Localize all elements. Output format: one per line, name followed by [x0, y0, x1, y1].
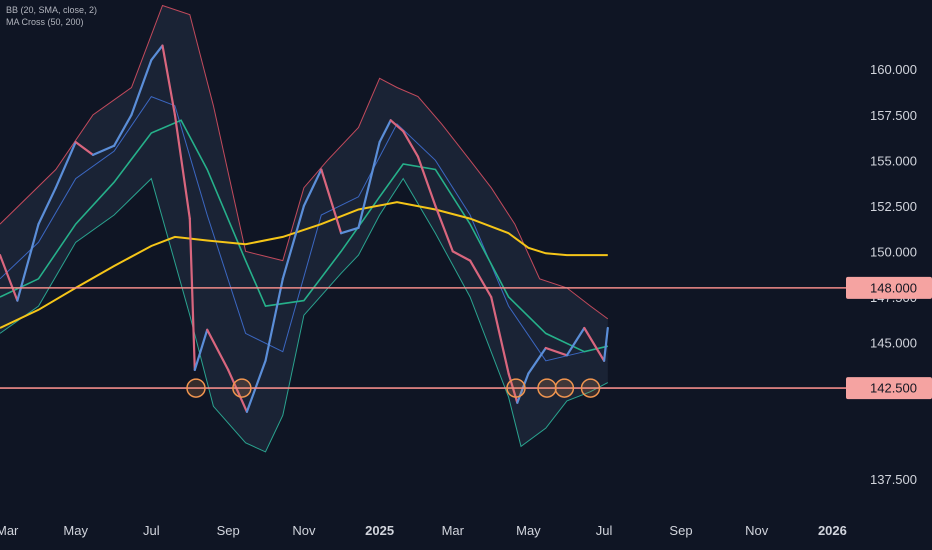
x-tick-label: Mar [442, 523, 465, 538]
y-tick-label: 157.500 [870, 108, 917, 123]
price-segment [602, 326, 609, 362]
price-segment [264, 277, 284, 362]
x-tick-label: Sep [669, 523, 692, 538]
price-segment [389, 119, 405, 133]
price-segment [302, 168, 323, 207]
price-segment [74, 141, 95, 156]
price-segment [416, 155, 437, 207]
price-segment [469, 259, 493, 299]
x-tick-label: May [63, 523, 88, 538]
price-segment [340, 226, 360, 235]
price-level-badges: 148.000 142.500 [846, 276, 932, 400]
horizontal-levels-layer[interactable] [0, 287, 846, 389]
support-touch-marker [580, 378, 601, 398]
level-price-label: 142.500 [870, 381, 917, 396]
y-tick-label: 160.000 [870, 62, 917, 77]
y-tick-label: 145.000 [870, 336, 917, 351]
x-tick-label: Mar [0, 523, 19, 538]
price-segment [281, 204, 305, 280]
x-tick-label: Nov [292, 523, 316, 538]
bollinger-bands-legend[interactable]: BB (20, SMA, close, 2) [6, 5, 98, 15]
ma-cross-legend[interactable]: MA Cross (50, 200) [6, 17, 84, 27]
price-segment [161, 44, 176, 116]
price-segment [320, 168, 343, 235]
x-tick-label: Nov [745, 523, 769, 538]
price-segment [583, 326, 606, 362]
support-touch-markers-layer [186, 378, 601, 398]
x-tick-label: Jul [143, 523, 160, 538]
support-touch-marker [537, 378, 557, 398]
bollinger-band-lines-layer [0, 4, 609, 453]
price-segment [91, 144, 116, 156]
price-segment [112, 113, 133, 147]
moving-average-layer [0, 119, 608, 353]
price-segment [173, 113, 191, 220]
price-segment [357, 141, 381, 229]
bb-basis-line [0, 95, 608, 362]
price-segment [54, 141, 77, 189]
level-price-badge [846, 276, 932, 299]
price-segment [565, 326, 586, 357]
y-tick-label: 155.000 [870, 153, 917, 168]
ma200-line [0, 201, 608, 329]
x-tick-label: Jul [596, 523, 613, 538]
x-tick-label: 2026 [818, 523, 847, 538]
x-axis[interactable]: Mar May Jul Sep Nov 2025 Mar May Jul Sep Nov 2026 [0, 523, 847, 538]
y-tick-label: 150.000 [870, 244, 917, 259]
support-touch-marker [186, 378, 206, 398]
support-touch-marker [506, 378, 526, 398]
x-tick-label: 2025 [365, 523, 394, 538]
price-segment [490, 295, 510, 375]
x-tick-label: May [516, 523, 541, 538]
ma50-line [0, 119, 608, 353]
support-touch-marker [554, 378, 575, 398]
price-segment [378, 119, 392, 144]
price-segment [37, 186, 57, 226]
x-tick-label: Sep [217, 523, 240, 538]
bollinger-band-fill-layer [0, 5, 608, 452]
price-segment [527, 346, 547, 375]
price-segment [451, 250, 472, 262]
price-segment [193, 328, 209, 371]
y-tick-label: 137.500 [870, 472, 917, 487]
price-segment [188, 217, 196, 371]
price-segment [544, 346, 569, 357]
price-segment [245, 359, 267, 413]
bb-upper-line [0, 4, 609, 320]
bollinger-band-area [0, 5, 608, 452]
price-segment [402, 130, 420, 158]
price-segment [130, 58, 153, 116]
price-segment [434, 204, 454, 253]
support-touch-marker [232, 378, 252, 398]
level-price-badge [846, 377, 932, 400]
level-price-label: 148.000 [870, 280, 917, 295]
price-segment [150, 44, 164, 62]
price-series-layer [0, 44, 609, 413]
indicator-legend[interactable]: BB (20, SMA, close, 2) MA Cross (50, 200… [6, 4, 97, 28]
price-segment [206, 328, 230, 371]
price-segment [0, 254, 19, 302]
price-segment [227, 368, 248, 413]
bb-lower-line [0, 177, 609, 453]
y-tick-label: 152.500 [870, 199, 917, 214]
